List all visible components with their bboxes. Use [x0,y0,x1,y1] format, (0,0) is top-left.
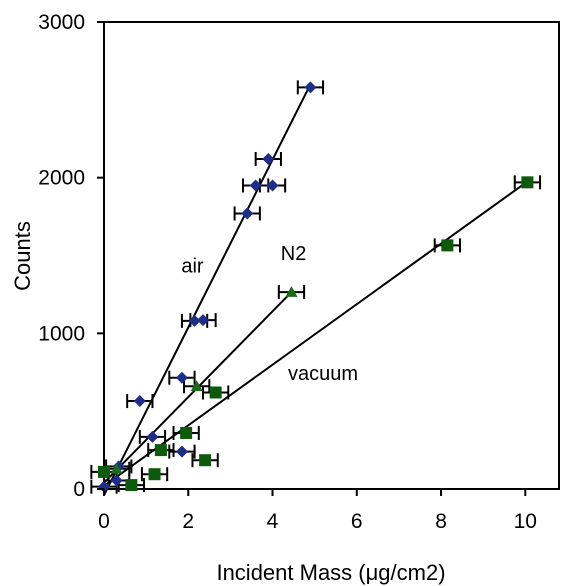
y-tick-label: 1000 [38,322,85,345]
square-marker [125,479,138,492]
diamond-marker [175,445,188,458]
y-axis-ticks: 0 1000 2000 3000 [38,11,104,501]
diamond-marker [249,179,262,192]
x-tick-label: 8 [435,510,447,533]
x-tick-label: 6 [351,510,363,533]
diamond-marker [304,81,317,94]
square-marker [521,176,534,189]
annotation-label: N2 [281,243,307,265]
y-tick-label: 3000 [38,11,85,34]
x-axis-title: Incident Mass (μg/cm2) [216,560,445,585]
square-marker [199,454,212,467]
x-tick-label: 2 [182,510,194,533]
square-marker [180,426,193,439]
diamond-marker [262,152,275,165]
square-marker [154,444,167,457]
square-marker [98,465,110,478]
y-tick-label: 2000 [38,167,85,190]
x-axis-ticks: 0 2 4 6 8 10 [98,489,537,533]
y-axis-title: Counts [10,221,35,291]
x-tick-label: 0 [98,510,110,533]
annotations: air N2 vacuum [181,243,358,385]
triangle-marker [110,462,123,474]
y-tick-label: 0 [73,478,85,501]
diamond-marker [241,207,254,220]
diamond-marker [146,430,159,443]
plot-area [103,21,560,490]
triangle-marker [285,286,298,297]
diamond-marker [110,474,123,487]
annotation-label: air [181,256,204,278]
square-marker [441,239,454,252]
data-points [98,81,534,493]
diamond-marker [188,314,201,327]
annotation-label: vacuum [288,363,358,385]
triangle-marker [190,380,203,392]
square-marker [209,386,222,399]
x-tick-label: 10 [514,510,537,533]
diamond-marker [197,314,210,327]
x-tick-label: 4 [267,510,279,533]
square-marker [148,468,161,481]
diamond-marker [175,371,188,384]
diamond-marker [266,179,279,192]
fit-line [103,83,312,496]
diamond-marker [133,395,146,408]
fit-line [103,180,528,487]
